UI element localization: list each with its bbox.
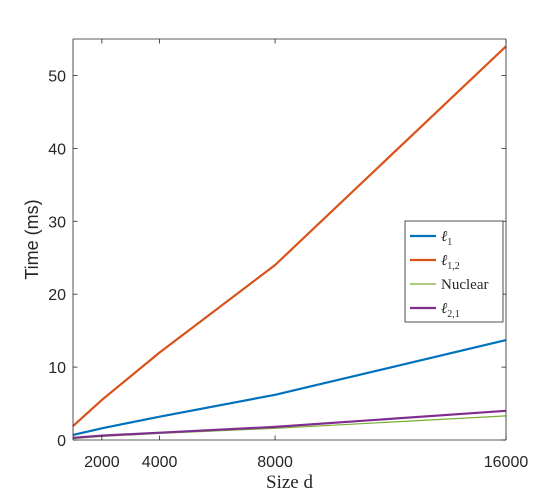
- legend-label-1: ℓ1: [441, 229, 452, 248]
- legend-box: [404, 220, 504, 323]
- y-tick-label: 40: [48, 141, 66, 158]
- y-tick-label: 30: [48, 214, 66, 231]
- legend-label-4: ℓ2,1: [441, 301, 460, 320]
- y-tick-label: 50: [48, 68, 66, 85]
- x-axis-label: Size d: [266, 472, 313, 493]
- legend-label-2: ℓ1,2: [441, 253, 460, 272]
- legend: ℓ1 ℓ1,2 Nuclear ℓ2,1: [404, 220, 504, 323]
- axes-layer: [72, 38, 507, 441]
- x-tick-label: 16000: [484, 454, 529, 471]
- legend-label-3: Nuclear: [441, 277, 488, 293]
- x-tick-label: 8000: [257, 454, 293, 471]
- series-line-4: [72, 409, 507, 439]
- x-tick-label: 4000: [142, 454, 178, 471]
- ticks-layer: 2000 4000 8000 16000 0 10 20 30 40 50: [48, 39, 528, 471]
- y-tick-label: 20: [48, 287, 66, 304]
- y-axis-label: Time (ms): [22, 199, 42, 279]
- x-tick-label: 2000: [84, 454, 120, 471]
- series-line-2: [72, 45, 507, 427]
- y-tick-label: 10: [48, 360, 66, 377]
- series-line-1: [72, 339, 507, 436]
- series-layer: [72, 45, 507, 440]
- y-tick-label: 0: [57, 433, 66, 450]
